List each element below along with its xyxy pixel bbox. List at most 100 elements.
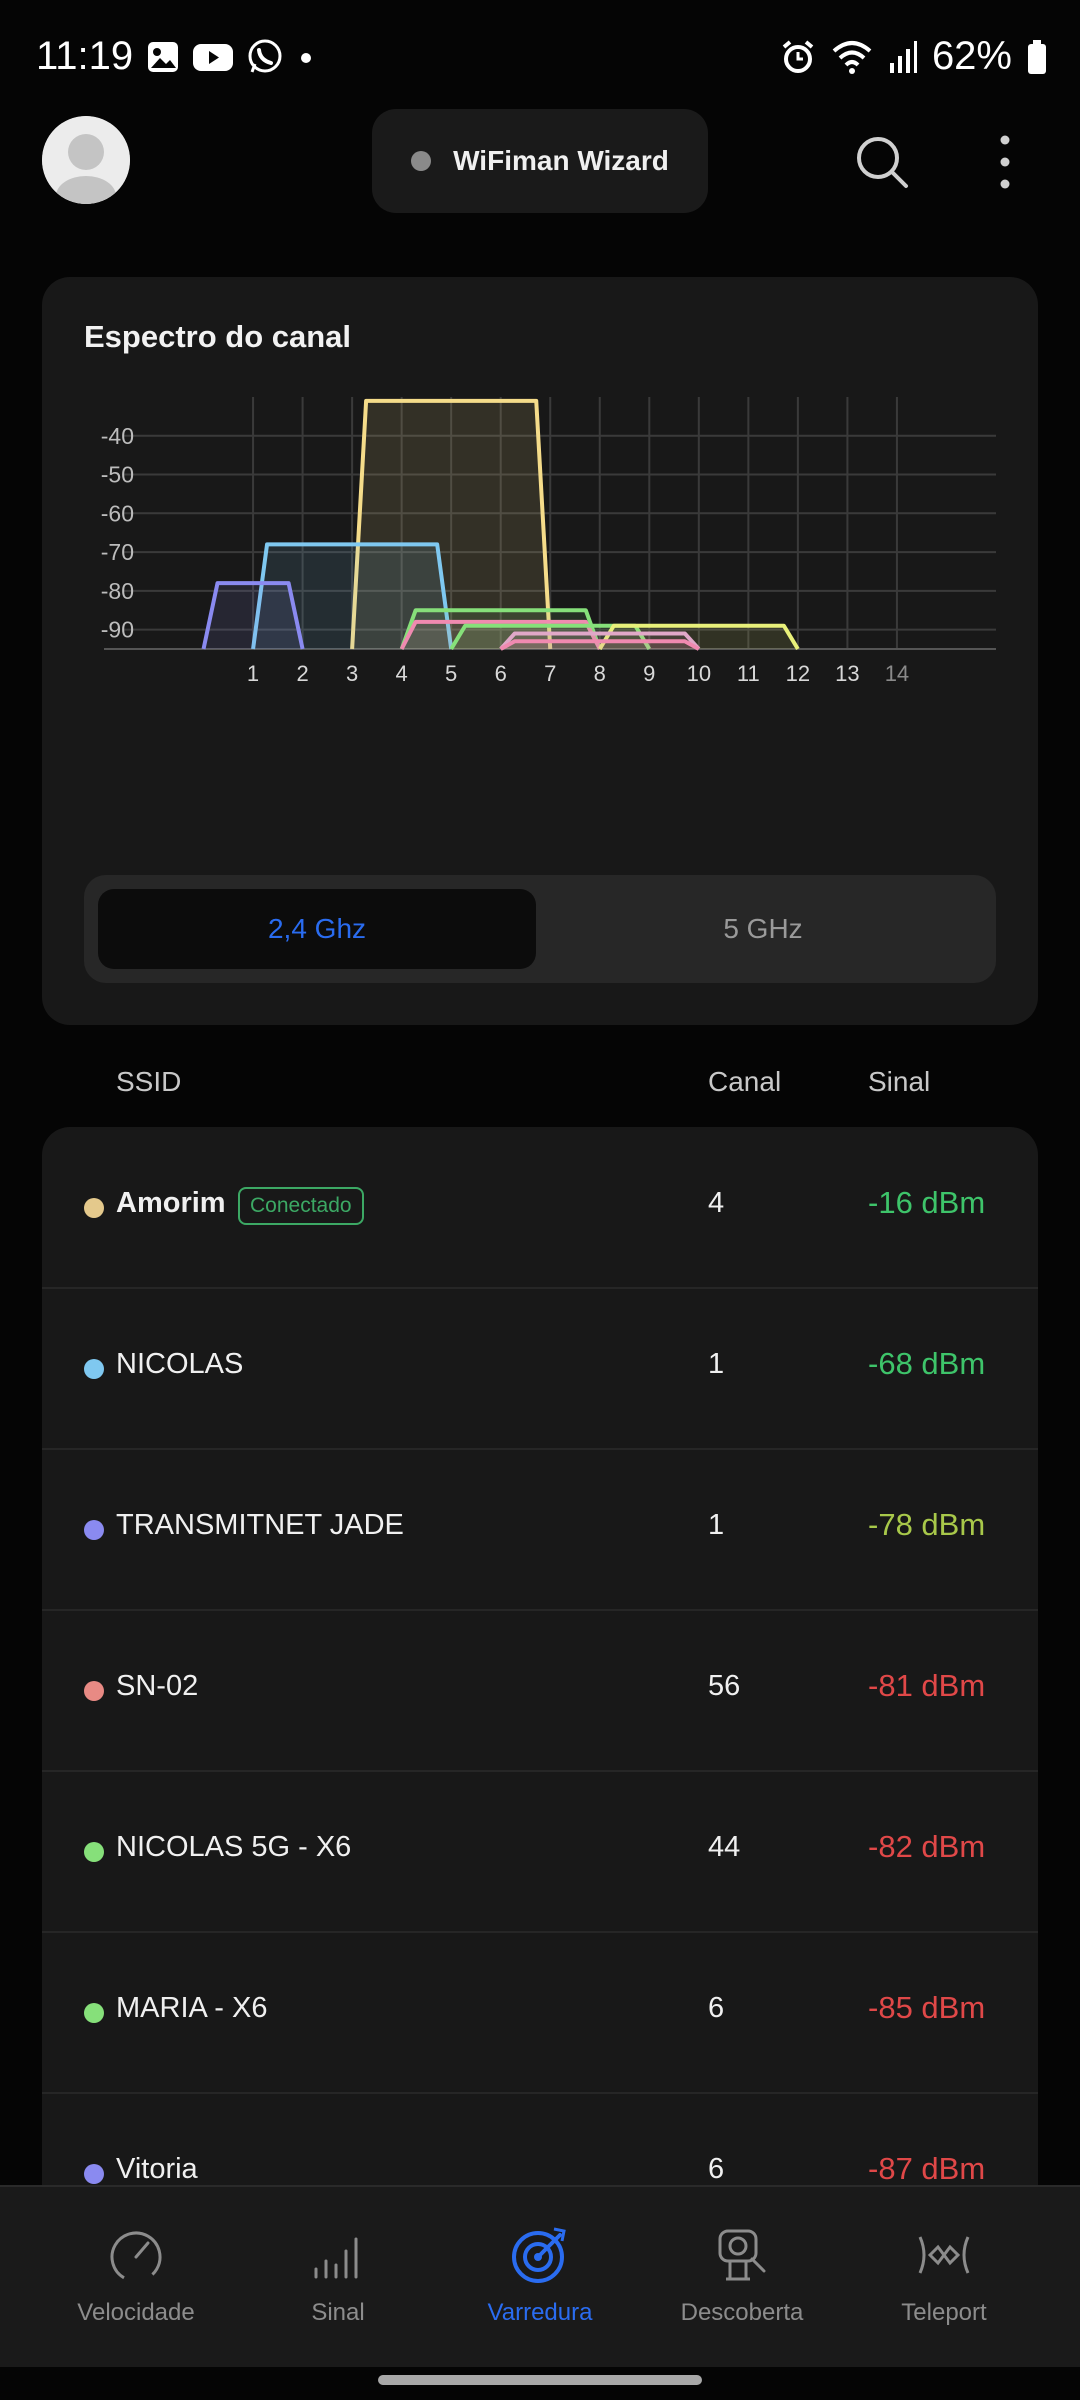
x-tick-label: 9 [643, 661, 655, 686]
band-5ghz-button[interactable]: 5 GHz [723, 913, 803, 944]
home-indicator[interactable] [378, 2375, 702, 2385]
network-channel: 6 [708, 1992, 725, 2024]
x-tick-label: 5 [445, 661, 457, 686]
network-color-dot [84, 1681, 104, 1701]
network-signal: -85 dBm [868, 1990, 986, 2025]
network-signal: -68 dBm [868, 1346, 986, 1381]
network-ssid: NICOLAS [116, 1348, 244, 1380]
search-icon[interactable] [852, 132, 912, 192]
x-tick-label: 4 [396, 661, 408, 686]
dot-icon [301, 53, 311, 63]
network-ssid: NICOLAS 5G - X6 [116, 1831, 352, 1863]
network-channel: 4 [708, 1187, 725, 1219]
nav-label: Teleport [901, 2299, 987, 2326]
battery-percent: 62% [931, 34, 1012, 78]
connected-badge: Conectado [238, 1187, 364, 1225]
network-area [203, 583, 303, 649]
band-toggle: 2,4 Ghz 5 GHz [84, 875, 996, 983]
x-tick-label: 13 [835, 661, 859, 686]
x-tick-label: 6 [495, 661, 507, 686]
network-signal: -87 dBm [868, 2151, 986, 2186]
column-header-sinal[interactable]: Sinal [868, 1066, 931, 1097]
x-tick-label: 3 [346, 661, 358, 686]
user-avatar-icon [42, 116, 130, 204]
spectrum-card: Espectro do canal 1 2 3 4 5 6 7 8 9 10 11 12 13 14 -40… [42, 277, 1038, 1025]
y-tick-label: -50 [101, 462, 134, 488]
x-tick-label: 2 [296, 661, 308, 686]
column-header-ssid[interactable]: SSID [116, 1066, 182, 1097]
network-channel: 56 [708, 1670, 741, 1702]
y-tick-label: -80 [101, 578, 134, 604]
network-color-dot [84, 1842, 104, 1862]
y-tick-label: -60 [101, 500, 134, 526]
network-color-dot [84, 1198, 104, 1218]
network-row[interactable]: SN-02 56 -81 dBm [42, 1610, 1038, 1772]
column-header-canal[interactable]: Canal [708, 1066, 782, 1097]
avatar[interactable] [42, 116, 130, 204]
network-row[interactable]: Vitoria 6 -87 dBm [42, 2093, 1038, 2187]
network-row[interactable]: MARIA - X6 6 -85 dBm [42, 1932, 1038, 2094]
y-tick-label: -40 [101, 423, 134, 449]
network-area [352, 400, 551, 649]
network-curve [499, 639, 700, 651]
network-ssid: MARIA - X6 [116, 1992, 268, 2024]
wizard-status-dot [411, 151, 432, 171]
network-color-dot [84, 2164, 104, 2184]
youtube-icon [193, 44, 233, 71]
network-channel: 1 [708, 1509, 725, 1541]
network-list: Amorim Conectado 4 -16 dBm NICOLAS 1 -68 dBm TR… [42, 1127, 1038, 2187]
x-tick-label: 11 [737, 661, 760, 686]
network-row[interactable]: TRANSMITNET JADE 1 -78 dBm [42, 1449, 1038, 1611]
x-tick-label: 7 [544, 661, 556, 686]
network-channel: 1 [708, 1348, 725, 1380]
network-row[interactable]: Amorim Conectado 4 -16 dBm [42, 1127, 1038, 1289]
x-tick-label: 10 [687, 661, 711, 686]
more-vert-icon[interactable] [990, 132, 1020, 192]
status-bar: 11:19 62% [0, 0, 1080, 120]
network-ssid: SN-02 [116, 1670, 199, 1702]
nav-velocidade[interactable]: Velocidade [36, 2187, 236, 2367]
nav-teleport[interactable]: Teleport [844, 2187, 1044, 2367]
wizard-label: WiFiman Wizard [453, 145, 669, 176]
nav-varredura[interactable]: Varredura [440, 2187, 640, 2367]
network-channel: 44 [708, 1831, 741, 1863]
network-curve [499, 631, 701, 651]
network-color-dot [84, 2003, 104, 2023]
battery-icon [1028, 39, 1046, 74]
gallery-icon [148, 42, 178, 72]
network-row[interactable]: NICOLAS 1 -68 dBm [42, 1288, 1038, 1450]
y-tick-label: -90 [101, 617, 134, 643]
band-2-4ghz-button[interactable]: 2,4 Ghz [98, 889, 536, 969]
network-ssid: Vitoria [116, 2153, 198, 2185]
radar-icon [512, 2227, 566, 2283]
network-color-dot [84, 1520, 104, 1540]
nav-label: Velocidade [77, 2299, 195, 2326]
network-curve [399, 608, 602, 650]
network-color-dot [84, 1359, 104, 1379]
network-curve [251, 542, 454, 650]
network-ssid: TRANSMITNET JADE [116, 1509, 404, 1541]
discovery-icon [718, 2229, 766, 2281]
nav-sinal[interactable]: Sinal [238, 2187, 438, 2367]
nav-label: Descoberta [680, 2299, 804, 2326]
channel-spectrum-chart: 1 2 3 4 5 6 7 8 9 10 11 12 13 14-40-50-60-70-80-90 [101, 397, 996, 686]
nav-label: Varredura [487, 2299, 593, 2326]
alarm-icon [782, 39, 814, 73]
x-tick-label: 8 [594, 661, 606, 686]
network-signal: -82 dBm [868, 1829, 986, 1864]
wifi-icon [832, 40, 872, 74]
network-signal: -78 dBm [868, 1507, 986, 1542]
nav-label: Sinal [311, 2299, 365, 2326]
network-curve [350, 398, 553, 650]
whatsapp-icon [248, 39, 282, 73]
network-channel: 6 [708, 2153, 725, 2185]
nav-descoberta[interactable]: Descoberta [642, 2187, 842, 2367]
network-curve [598, 623, 800, 651]
network-row[interactable]: NICOLAS 5G - X6 44 -82 dBm [42, 1771, 1038, 1933]
signal-bars-icon [314, 2237, 358, 2279]
x-tick-label: 1 [247, 661, 259, 686]
network-area [253, 544, 452, 649]
teleport-icon [918, 2236, 970, 2274]
speedometer-icon [110, 2231, 162, 2283]
wifiman-wizard-button[interactable]: WiFiman Wizard [372, 109, 708, 213]
